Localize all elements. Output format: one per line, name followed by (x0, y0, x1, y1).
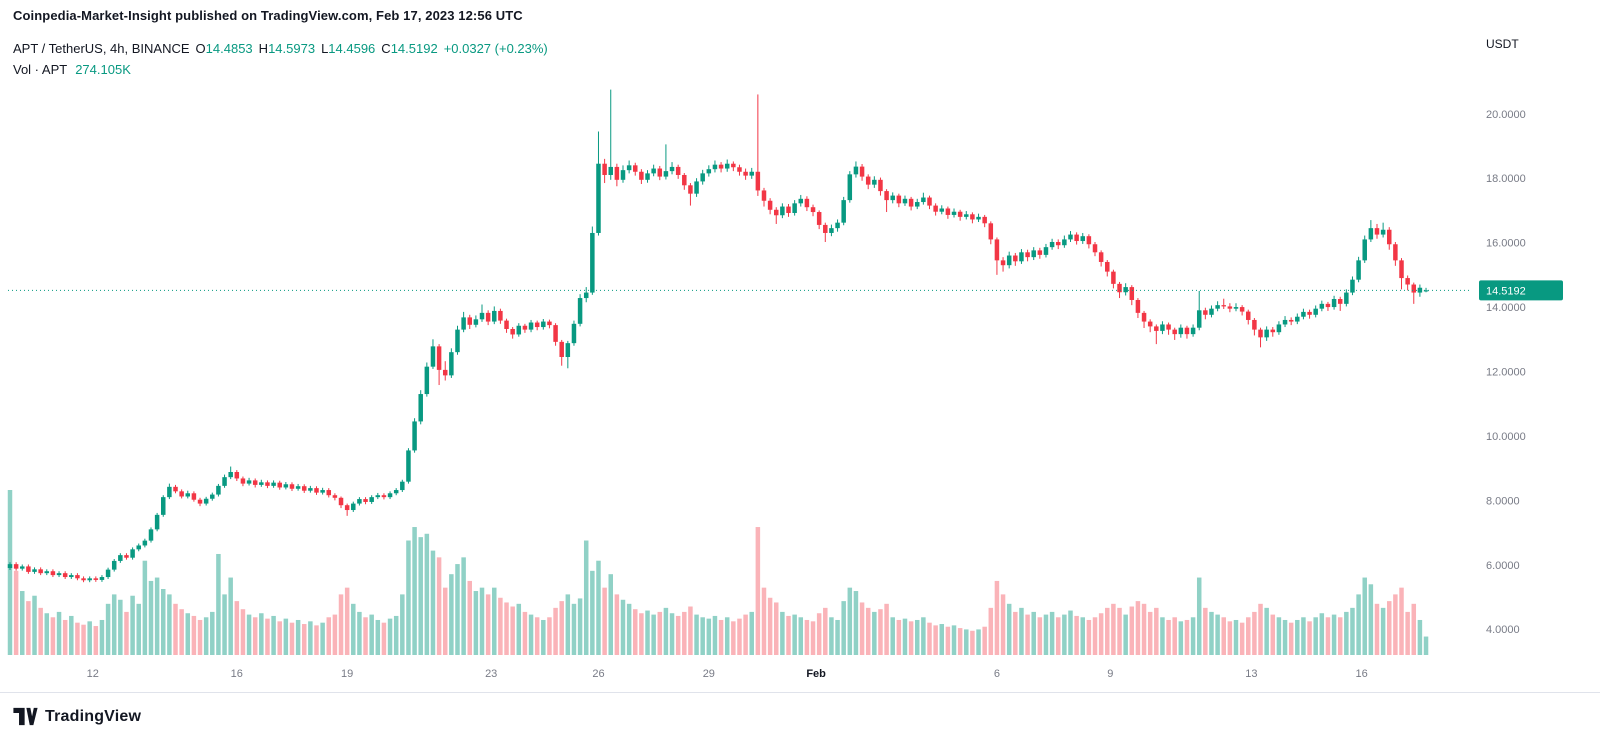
time-tick-label: 9 (1107, 668, 1113, 680)
last-price-badge[interactable]: 14.5192 (1479, 280, 1563, 301)
time-tick-label: 13 (1245, 668, 1257, 680)
high-value: 14.5973 (268, 41, 316, 56)
open-label: O (195, 41, 206, 56)
attribution-text: Coinpedia-Market-Insight published on Tr… (13, 8, 523, 23)
time-tick-label: 16 (1356, 668, 1368, 680)
tradingview-logo-icon[interactable] (13, 707, 38, 726)
low-label: L (321, 41, 329, 56)
low-value: 14.4596 (328, 41, 376, 56)
footer-bar: TradingView (0, 692, 1600, 740)
volume-value: 274.105K (75, 62, 131, 77)
price-tick-label: 10.0000 (1486, 431, 1526, 443)
time-tick-label: 12 (87, 668, 99, 680)
time-tick-label: Feb (806, 668, 826, 680)
price-tick-label: 18.0000 (1486, 173, 1526, 185)
close-value: 14.5192 (390, 41, 438, 56)
attribution-bar: Coinpedia-Market-Insight published on Tr… (13, 8, 523, 23)
high-pair: H14.5973 (259, 41, 315, 56)
low-pair: L14.4596 (321, 41, 375, 56)
time-tick-label: 16 (231, 668, 243, 680)
change-value: +0.0327 (+0.23%) (443, 41, 548, 56)
price-tick-label: 8.0000 (1486, 495, 1520, 507)
candles-layer (7, 89, 1429, 583)
symbol-title[interactable]: APT / TetherUS, 4h, BINANCE (13, 41, 190, 56)
open-pair: O14.4853 (196, 41, 253, 56)
time-tick-label: 19 (341, 668, 353, 680)
time-tick-label: 29 (703, 668, 715, 680)
price-tick-label: 12.0000 (1486, 367, 1526, 379)
tradingview-wordmark[interactable]: TradingView (45, 707, 142, 725)
price-tick-label: 14.0000 (1486, 302, 1526, 314)
volume-label[interactable]: Vol · APT (13, 62, 68, 77)
time-tick-label: 23 (485, 668, 497, 680)
price-axis-currency[interactable]: USDT (1486, 37, 1519, 51)
close-pair: C14.5192 (381, 41, 437, 56)
svg-text:14.5192: 14.5192 (1486, 285, 1526, 297)
price-tick-label: 16.0000 (1486, 238, 1526, 250)
time-tick-label: 26 (592, 668, 604, 680)
price-tick-label: 6.0000 (1486, 560, 1520, 572)
open-value: 14.4853 (205, 41, 253, 56)
legend-volume-row: Vol · APT 274.105K (13, 59, 548, 80)
time-axis[interactable]: 12 16 19 23 26 29 Feb 6 9 13 16 (87, 668, 1368, 680)
price-axis[interactable]: 20.0000 18.0000 16.0000 14.0000 12.0000 10.00… (1486, 109, 1526, 636)
close-label: C (381, 41, 391, 56)
time-tick-label: 6 (994, 668, 1000, 680)
price-tick-label: 20.0000 (1486, 109, 1526, 121)
volume-layer (7, 490, 1429, 655)
chart-legend: APT / TetherUS, 4h, BINANCE O14.4853 H14… (13, 38, 548, 80)
legend-ohlc-row: APT / TetherUS, 4h, BINANCE O14.4853 H14… (13, 38, 548, 59)
price-tick-label: 4.0000 (1486, 624, 1520, 636)
high-label: H (258, 41, 269, 56)
